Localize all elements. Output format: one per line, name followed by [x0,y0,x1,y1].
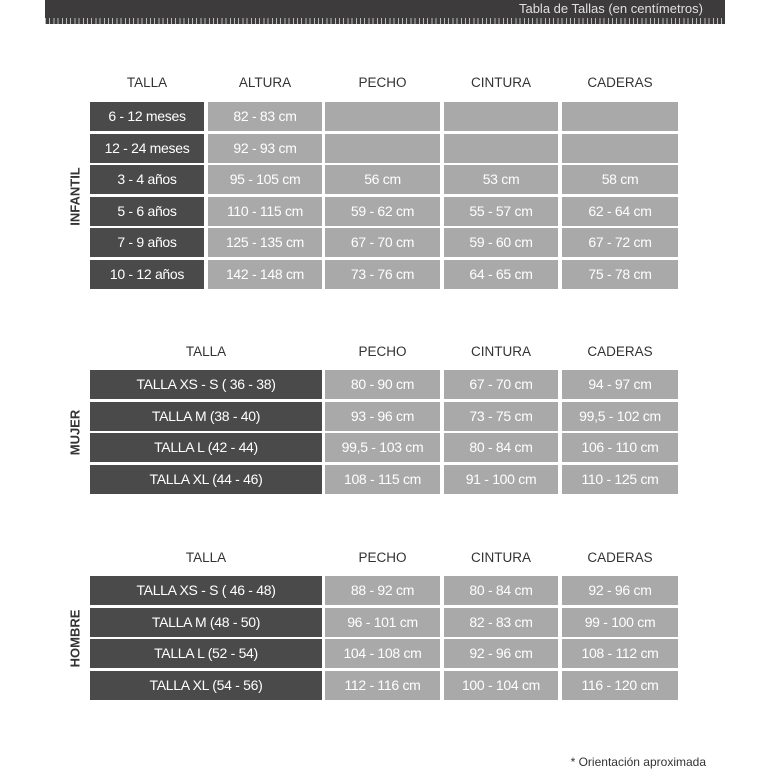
infantil-cell: 110 - 115 cm [208,196,322,226]
header-title: Tabla de Tallas (en centímetros) [518,1,703,16]
infantil-header-altura: ALTURA [238,75,292,90]
infantil-cell: 62 - 64 cm [562,196,678,226]
header-bar: Tabla de Tallas (en centímetros) [45,0,725,24]
hombre-cell: TALLA XS - S ( 46 - 48) [90,576,322,605]
infantil-cell [325,102,440,131]
hombre-header-talla: TALLA [185,550,227,565]
mujer-cell: 91 - 100 cm [444,464,558,494]
infantil-cell: 56 cm [325,165,440,194]
infantil-cell: 75 - 78 cm [562,259,678,289]
infantil-cell: 55 - 57 cm [444,196,558,226]
hombre-header-caderas: CADERAS [587,550,653,565]
mujer-cell: 80 - 84 cm [444,433,558,462]
infantil-cell: 12 - 24 meses [90,133,204,163]
hombre-cell: 112 - 116 cm [325,670,440,700]
mujer-cell: TALLA M (38 - 40) [90,401,322,431]
mujer-cell: 106 - 110 cm [562,433,678,462]
infantil-cell: 6 - 12 meses [90,102,204,131]
hombre-header-pecho: PECHO [358,550,407,565]
infantil-cell: 3 - 4 años [90,165,204,194]
infantil-cell: 64 - 65 cm [444,259,558,289]
hombre-header-cintura: CINTURA [471,550,531,565]
hombre-cell: 99 - 100 cm [562,607,678,637]
ruler-decoration [45,18,725,24]
infantil-cell [444,133,558,163]
infantil-cell [562,102,678,131]
mujer-section-label: MUJER [67,409,83,456]
mujer-header-caderas: CADERAS [587,344,653,359]
hombre-cell: 104 - 108 cm [325,639,440,668]
hombre-cell: 108 - 112 cm [562,639,678,668]
hombre-section-label: HOMBRE [67,609,83,668]
mujer-header-pecho: PECHO [358,344,407,359]
infantil-cell: 73 - 76 cm [325,259,440,289]
mujer-cell: 108 - 115 cm [325,464,440,494]
mujer-cell: 73 - 75 cm [444,401,558,431]
hombre-cell: 88 - 92 cm [325,576,440,605]
mujer-cell: 67 - 70 cm [444,370,558,399]
hombre-cell: 96 - 101 cm [325,607,440,637]
infantil-cell: 125 - 135 cm [208,228,322,257]
hombre-cell: TALLA M (48 - 50) [90,607,322,637]
hombre-cell: 82 - 83 cm [444,607,558,637]
hombre-cell: 116 - 120 cm [562,670,678,700]
mujer-header-cintura: CINTURA [471,344,531,359]
footnote: * Orientación aproximada [570,755,706,769]
mujer-cell: 80 - 90 cm [325,370,440,399]
mujer-cell: TALLA XS - S ( 36 - 38) [90,370,322,399]
hombre-cell: 80 - 84 cm [444,576,558,605]
mujer-cell: 110 - 125 cm [562,464,678,494]
infantil-cell: 95 - 105 cm [208,165,322,194]
mujer-cell: TALLA L (42 - 44) [90,433,322,462]
infantil-cell: 7 - 9 años [90,228,204,257]
hombre-cell: TALLA XL (54 - 56) [90,670,322,700]
infantil-header-cintura: CINTURA [471,75,531,90]
infantil-cell: 92 - 93 cm [208,133,322,163]
infantil-cell [444,102,558,131]
infantil-header-caderas: CADERAS [587,75,653,90]
infantil-cell: 59 - 62 cm [325,196,440,226]
infantil-section-label: INFANTIL [67,166,83,226]
infantil-cell: 59 - 60 cm [444,228,558,257]
infantil-header-talla: TALLA [126,75,168,90]
mujer-cell: 93 - 96 cm [325,401,440,431]
infantil-cell: 53 cm [444,165,558,194]
hombre-cell: 92 - 96 cm [444,639,558,668]
mujer-cell: TALLA XL (44 - 46) [90,464,322,494]
mujer-cell: 99,5 - 102 cm [562,401,678,431]
infantil-header-pecho: PECHO [358,75,407,90]
infantil-cell: 10 - 12 años [90,259,204,289]
infantil-cell: 142 - 148 cm [208,259,322,289]
hombre-cell: TALLA L (52 - 54) [90,639,322,668]
mujer-cell: 99,5 - 103 cm [325,433,440,462]
hombre-cell: 100 - 104 cm [444,670,558,700]
hombre-cell: 92 - 96 cm [562,576,678,605]
mujer-header-talla: TALLA [185,344,227,359]
infantil-cell [325,133,440,163]
infantil-cell: 67 - 72 cm [562,228,678,257]
infantil-cell [562,133,678,163]
infantil-cell: 5 - 6 años [90,196,204,226]
infantil-cell: 58 cm [562,165,678,194]
infantil-cell: 82 - 83 cm [208,102,322,131]
mujer-cell: 94 - 97 cm [562,370,678,399]
infantil-cell: 67 - 70 cm [325,228,440,257]
